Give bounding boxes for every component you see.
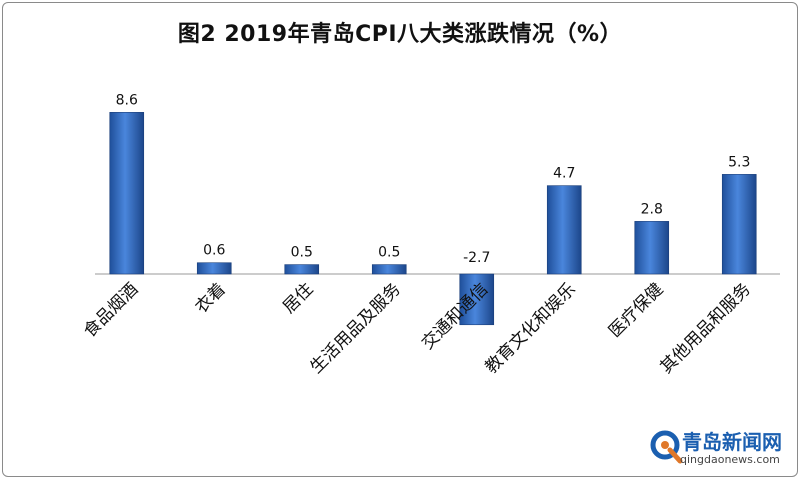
category-label-2: 衣着	[192, 279, 230, 317]
bar-8	[721, 174, 757, 275]
category-label-3: 居住	[279, 279, 317, 317]
category-label-7: 医疗保健	[605, 279, 667, 341]
q-logo-icon	[650, 430, 683, 464]
category-label-4: 生活用品及服务	[306, 279, 404, 377]
watermark: 青岛新闻网 qingdaonews.com	[648, 426, 788, 468]
bar-7	[634, 221, 670, 275]
bar-2	[196, 262, 232, 275]
watermark-name: 青岛新闻网	[682, 430, 782, 454]
bar-6	[546, 185, 582, 275]
value-label-4: 0.5	[378, 245, 400, 261]
bar-3	[284, 264, 320, 275]
value-label-6: 4.7	[553, 166, 575, 182]
bar-4	[371, 264, 407, 275]
value-label-3: 0.5	[291, 245, 313, 261]
value-label-7: 2.8	[641, 201, 663, 217]
bar-1	[109, 112, 145, 275]
value-label-5: -2.7	[463, 250, 490, 266]
value-label-1: 8.6	[116, 92, 138, 108]
category-label-8: 其他用品和服务	[656, 279, 754, 377]
value-label-2: 0.6	[203, 243, 225, 259]
category-label-6: 教育文化和娱乐	[481, 279, 579, 377]
chart-title: 图2 2019年青岛CPI八大类涨跌情况（%）	[177, 22, 623, 47]
watermark-url: qingdaonews.com	[680, 453, 780, 466]
category-label-1: 食品烟酒	[80, 279, 142, 341]
bar-5	[459, 273, 495, 326]
value-label-8: 5.3	[728, 154, 750, 170]
